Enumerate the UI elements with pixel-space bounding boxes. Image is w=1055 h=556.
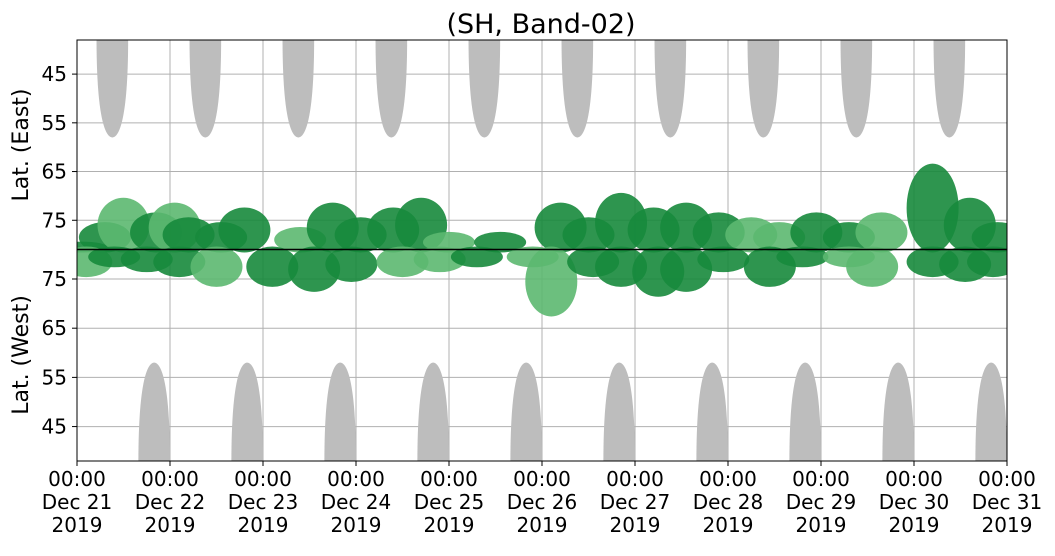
x-tick-label: 00:00 Dec 23 2019: [228, 467, 299, 537]
x-tick-label-line: Dec 27: [600, 490, 671, 514]
x-tick-label-line: 2019: [424, 513, 475, 537]
y-tick-label-upper: 65: [42, 160, 67, 184]
y-tick-label-lower: 65: [42, 316, 67, 340]
daylight-region-upper: [189, 40, 222, 138]
x-tick-label-line: 2019: [331, 513, 382, 537]
x-tick-label: 00:00 Dec 27 2019: [600, 467, 671, 537]
activity-cell-lower: [525, 246, 578, 317]
x-tick-label: 00:00 Dec 22 2019: [135, 467, 206, 537]
x-tick-label-line: 2019: [517, 513, 568, 537]
daylight-region-upper: [933, 40, 966, 138]
x-tick-label-line: 00:00: [234, 467, 292, 491]
activity-cell-lower: [325, 246, 378, 283]
activity-cell-lower: [450, 246, 503, 268]
daylight-region-lower: [789, 362, 821, 461]
plot-area: [77, 40, 1007, 461]
chart-title: (SH, Band-02): [446, 9, 635, 40]
x-tick-label: 00:00 Dec 28 2019: [693, 467, 764, 537]
x-tick-label-line: 2019: [889, 513, 940, 537]
x-tick-label: 00:00 Dec 30 2019: [879, 467, 950, 537]
x-tick-label: 00:00 Dec 24 2019: [321, 467, 392, 537]
x-tick-label-line: 2019: [982, 513, 1033, 537]
x-tick-label-line: Dec 21: [42, 490, 113, 514]
x-tick-label-line: 00:00: [48, 467, 106, 491]
x-tick-label: 00:00 Dec 25 2019: [414, 467, 485, 537]
activity-cell-upper: [971, 222, 1007, 253]
x-tick-label-line: 00:00: [885, 467, 943, 491]
activity-cell-lower: [697, 246, 750, 273]
x-tick-label-line: 00:00: [792, 467, 850, 491]
daylight-region-lower: [882, 362, 914, 461]
activity-cell-lower: [776, 246, 829, 268]
daylight-region-upper: [654, 40, 687, 138]
daylight-region-lower: [975, 362, 1007, 461]
x-tick-label-line: 00:00: [978, 467, 1036, 491]
activity-cell-lower: [413, 246, 466, 273]
x-tick-label-line: Dec 24: [321, 490, 392, 514]
daylight-region-lower: [603, 362, 635, 461]
daylight-region-upper: [561, 40, 594, 138]
activity-cell-lower: [967, 246, 1007, 278]
daylight-region-upper: [96, 40, 129, 138]
x-tick-label-line: 2019: [238, 513, 289, 537]
daylight-region-lower: [696, 362, 728, 461]
activity-cell-lower: [246, 246, 299, 287]
x-tick-label-line: 2019: [610, 513, 661, 537]
x-tick-label-line: Dec 25: [414, 490, 485, 514]
daylight-region-upper: [282, 40, 315, 138]
x-tick-label: 00:00 Dec 29 2019: [786, 467, 857, 537]
x-tick-label-line: 00:00: [420, 467, 478, 491]
activity-cell-lower: [846, 246, 899, 287]
x-tick-label-line: Dec 30: [879, 490, 950, 514]
x-tick-label-line: 2019: [145, 513, 196, 537]
y-tick-label-upper: 75: [42, 208, 67, 232]
daylight-region-lower: [231, 362, 263, 461]
y-label-east: Lat. (East): [9, 89, 34, 202]
x-tick-label: 00:00 Dec 21 2019: [42, 467, 113, 537]
x-tick-label-line: Dec 22: [135, 490, 206, 514]
daylight-region-upper: [747, 40, 780, 138]
x-tick-label-line: 00:00: [699, 467, 757, 491]
y-tick-label-upper: 45: [42, 62, 67, 86]
activity-cell-lower: [376, 246, 429, 278]
x-tick-label-line: 2019: [703, 513, 754, 537]
x-tick-label-line: Dec 26: [507, 490, 578, 514]
activity-cell-upper: [855, 212, 908, 253]
x-tick-label-line: Dec 31: [972, 490, 1043, 514]
daylight-region-upper: [468, 40, 501, 138]
x-tick-label-line: Dec 23: [228, 490, 299, 514]
x-tick-label-line: 00:00: [513, 467, 571, 491]
daylight-region-upper: [375, 40, 408, 138]
y-tick-label-lower: 75: [42, 267, 67, 291]
y-tick-label-lower: 45: [42, 415, 67, 439]
x-tick-label-line: Dec 29: [786, 490, 857, 514]
x-tick-label-line: 2019: [796, 513, 847, 537]
activity-cell-upper: [218, 207, 271, 253]
x-tick-label: 00:00 Dec 26 2019: [507, 467, 578, 537]
x-tick-label-line: 2019: [52, 513, 103, 537]
daylight-region-lower: [324, 362, 356, 461]
x-tick-label-line: 00:00: [141, 467, 199, 491]
x-tick-label: 00:00 Dec 31 2019: [972, 467, 1043, 537]
daylight-region-lower: [138, 362, 170, 461]
y-tick-label-lower: 55: [42, 365, 67, 389]
y-label-west: Lat. (West): [9, 295, 34, 415]
daylight-region-upper: [840, 40, 873, 138]
activity-cell-lower: [190, 246, 243, 287]
x-tick-label-line: 00:00: [327, 467, 385, 491]
y-tick-label-upper: 55: [42, 111, 67, 135]
x-tick-label-line: 00:00: [606, 467, 664, 491]
daylight-region-lower: [510, 362, 542, 461]
x-tick-label-line: Dec 28: [693, 490, 764, 514]
daylight-region-lower: [417, 362, 449, 461]
